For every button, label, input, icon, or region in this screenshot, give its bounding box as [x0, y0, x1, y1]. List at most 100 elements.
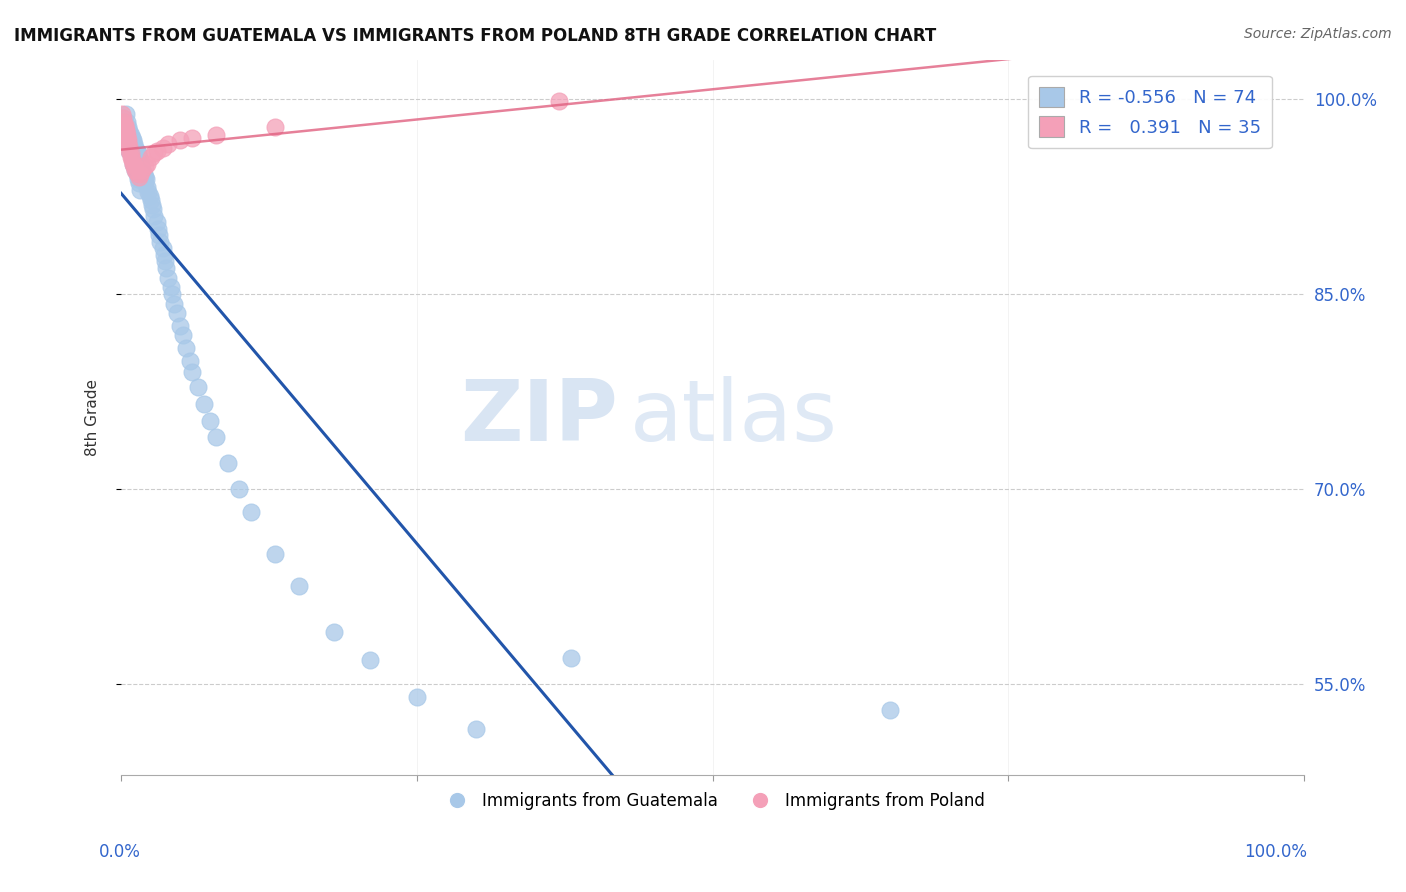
Point [122, 156, 145, 170]
Point [157, 137, 180, 152]
Point [152, 241, 174, 255]
Point [166, 306, 188, 320]
Point [141, 198, 163, 212]
Point [115, 124, 138, 138]
Point [181, 130, 204, 145]
Point [112, 111, 135, 125]
Point [159, 280, 181, 294]
Point [117, 133, 139, 147]
Point [157, 271, 180, 285]
Point [122, 159, 145, 173]
Point [115, 128, 138, 142]
Point [149, 235, 172, 249]
Point [359, 653, 381, 667]
Point [115, 125, 138, 139]
Point [111, 107, 134, 121]
Point [117, 137, 139, 152]
Point [323, 624, 346, 639]
Point [879, 703, 901, 717]
Point [134, 176, 156, 190]
Point [117, 120, 139, 135]
Text: 0.0%: 0.0% [98, 843, 141, 861]
Text: ZIP: ZIP [460, 376, 619, 458]
Point [146, 221, 169, 235]
Point [117, 137, 139, 152]
Point [131, 163, 153, 178]
Point [124, 163, 146, 178]
Point [136, 180, 159, 194]
Point [560, 650, 582, 665]
Point [132, 167, 155, 181]
Point [124, 163, 146, 178]
Point [145, 144, 167, 158]
Text: IMMIGRANTS FROM GUATEMALA VS IMMIGRANTS FROM POLAND 8TH GRADE CORRELATION CHART: IMMIGRANTS FROM GUATEMALA VS IMMIGRANTS … [14, 27, 936, 45]
Point [142, 202, 165, 216]
Point [122, 156, 145, 170]
Point [121, 153, 143, 167]
Point [122, 133, 145, 147]
Point [112, 111, 135, 125]
Point [114, 118, 136, 132]
Point [152, 247, 174, 261]
Point [115, 115, 138, 129]
Point [240, 505, 263, 519]
Point [125, 167, 148, 181]
Point [136, 156, 159, 170]
Point [406, 690, 429, 704]
Point [120, 150, 142, 164]
Y-axis label: 8th Grade: 8th Grade [86, 379, 100, 456]
Point [115, 107, 138, 121]
Point [115, 130, 138, 145]
Legend: Immigrants from Guatemala, Immigrants from Poland: Immigrants from Guatemala, Immigrants fr… [434, 785, 991, 816]
Point [193, 397, 215, 411]
Point [118, 139, 141, 153]
Point [547, 94, 569, 108]
Point [138, 186, 160, 200]
Point [129, 159, 152, 173]
Point [264, 120, 287, 135]
Point [172, 328, 194, 343]
Point [122, 159, 145, 173]
Point [120, 128, 142, 142]
Point [163, 297, 186, 311]
Point [153, 254, 176, 268]
Point [118, 124, 141, 138]
Point [125, 144, 148, 158]
Point [118, 144, 141, 158]
Point [187, 380, 209, 394]
Point [169, 133, 191, 147]
Point [134, 169, 156, 184]
Point [124, 141, 146, 155]
Point [465, 723, 488, 737]
Point [264, 547, 287, 561]
Point [114, 120, 136, 135]
Point [143, 146, 166, 161]
Point [128, 150, 150, 164]
Point [121, 150, 143, 164]
Point [155, 260, 177, 275]
Point [139, 150, 162, 164]
Point [115, 123, 138, 137]
Point [129, 167, 152, 181]
Point [135, 172, 157, 186]
Point [127, 146, 149, 161]
Point [114, 118, 136, 132]
Text: Source: ZipAtlas.com: Source: ZipAtlas.com [1244, 27, 1392, 41]
Point [139, 193, 162, 207]
Point [217, 456, 239, 470]
Point [228, 482, 250, 496]
Point [138, 189, 160, 203]
Point [129, 154, 152, 169]
Point [204, 128, 226, 142]
Point [128, 169, 150, 184]
Point [134, 159, 156, 173]
Point [128, 176, 150, 190]
Text: 100.0%: 100.0% [1244, 843, 1308, 861]
Point [120, 146, 142, 161]
Point [121, 130, 143, 145]
Point [122, 137, 145, 152]
Point [145, 215, 167, 229]
Point [129, 183, 152, 197]
Point [120, 146, 142, 161]
Point [148, 228, 170, 243]
